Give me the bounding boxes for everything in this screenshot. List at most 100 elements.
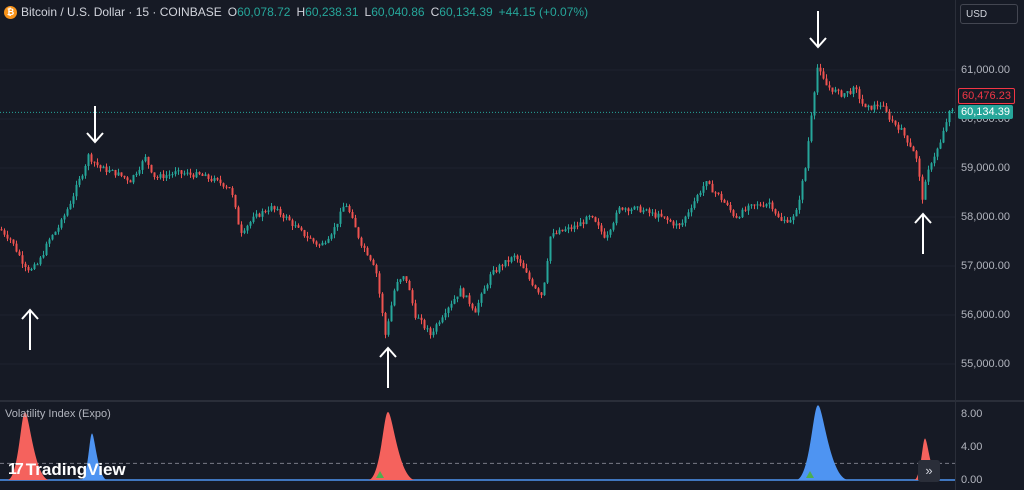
candle-body [930, 163, 933, 170]
price-tick-label: 57,000.00 [961, 260, 1010, 272]
candle-body [363, 245, 366, 248]
close-label: C [430, 5, 440, 19]
candle-body [603, 231, 606, 238]
indicator-tick-label: 8.00 [961, 407, 983, 420]
candle-body [447, 307, 450, 314]
candle-body [222, 183, 225, 187]
candle-body [825, 78, 828, 86]
candle-body [162, 174, 165, 179]
candle-body [792, 216, 795, 221]
candle-body [855, 87, 858, 90]
candle-body [714, 192, 717, 194]
candle-body [606, 234, 609, 238]
candle-body [708, 181, 711, 184]
candle-body [858, 89, 861, 99]
candle-body [90, 154, 93, 162]
candle-body [759, 204, 762, 206]
candle-body [294, 225, 297, 227]
candle-body [240, 224, 243, 233]
candle-body [909, 142, 912, 147]
candle-body [120, 172, 123, 176]
candle-body [264, 211, 267, 213]
scroll-to-realtime-button[interactable]: » [918, 460, 940, 482]
indicator-axis[interactable]: 8.00 4.00 0.00 [955, 402, 1024, 490]
candle-body [558, 229, 561, 234]
tradingview-watermark[interactable]: 17 TradingView [8, 460, 126, 480]
candle-body [270, 206, 273, 211]
candle-body [627, 208, 630, 212]
price-chart[interactable]: ₿ Bitcoin / U.S. Dollar · 15 · COINBASE … [0, 0, 955, 400]
candle-body [57, 227, 60, 232]
candle-body [702, 186, 705, 193]
candle-body [192, 174, 195, 178]
candle-body [183, 173, 186, 175]
arrow-annotation-icon [379, 346, 397, 388]
double-chevron-right-icon: » [925, 463, 933, 478]
candle-body [705, 181, 708, 187]
candle-body [351, 211, 354, 218]
arrow-annotation-icon [86, 106, 104, 144]
candle-body [642, 210, 645, 213]
pane-divider[interactable] [0, 400, 1024, 402]
candle-body [843, 93, 846, 97]
candle-body [561, 229, 564, 232]
candle-body [771, 202, 774, 210]
candle-body [807, 141, 810, 169]
candle-body [684, 216, 687, 223]
candle-body [60, 219, 63, 228]
candle-body [288, 216, 291, 221]
candle-body [630, 209, 633, 212]
candle-body [492, 270, 495, 275]
price-tick-label: 56,000.00 [961, 309, 1010, 321]
candle-body [234, 194, 237, 208]
low-value: 60,040.86 [371, 5, 425, 19]
symbol-title[interactable]: Bitcoin / U.S. Dollar · 15 · COINBASE [21, 5, 222, 19]
candle-body [318, 244, 321, 246]
candle-body [681, 222, 684, 226]
candle-body [450, 303, 453, 308]
candle-body [948, 111, 951, 123]
candle-body [150, 164, 153, 173]
candle-body [219, 179, 222, 184]
candle-body [63, 215, 66, 220]
candle-body [174, 171, 177, 175]
candle-body [585, 216, 588, 224]
candle-body [177, 170, 180, 172]
candle-body [579, 222, 582, 227]
candle-body [459, 288, 462, 297]
indicator-title[interactable]: Volatility Index (Expo) [5, 408, 111, 420]
candle-body [399, 279, 402, 282]
candle-body [93, 161, 96, 163]
candle-body [897, 124, 900, 130]
indicator-pane[interactable]: Volatility Index (Expo) 17 TradingView » [0, 402, 955, 490]
candle-body [243, 230, 246, 233]
candle-body [810, 115, 813, 142]
candle-body [738, 217, 741, 219]
candle-body [789, 220, 792, 223]
volatility-spike [7, 411, 49, 480]
candle-body [135, 173, 138, 176]
price-tick-label: 61,000.00 [961, 64, 1010, 76]
candlestick-chart[interactable] [0, 0, 955, 400]
candle-body [747, 205, 750, 211]
candle-body [777, 213, 780, 218]
price-tick-label: 59,000.00 [961, 162, 1010, 174]
candle-body [510, 257, 513, 262]
candle-body [783, 219, 786, 221]
price-axis[interactable]: USD 61,000.0060,000.0059,000.0058,000.00… [955, 0, 1024, 400]
candle-body [756, 204, 759, 206]
candle-body [393, 290, 396, 306]
candle-body [102, 166, 105, 169]
candle-body [522, 262, 525, 269]
candle-body [387, 321, 390, 335]
candle-body [750, 204, 753, 206]
candle-body [735, 215, 738, 218]
candle-body [537, 288, 540, 293]
candle-body [597, 221, 600, 226]
candle-body [912, 146, 915, 152]
candle-body [795, 209, 798, 217]
candle-body [69, 203, 72, 210]
currency-select[interactable]: USD [960, 4, 1018, 24]
candle-body [648, 209, 651, 213]
candle-body [42, 254, 45, 258]
